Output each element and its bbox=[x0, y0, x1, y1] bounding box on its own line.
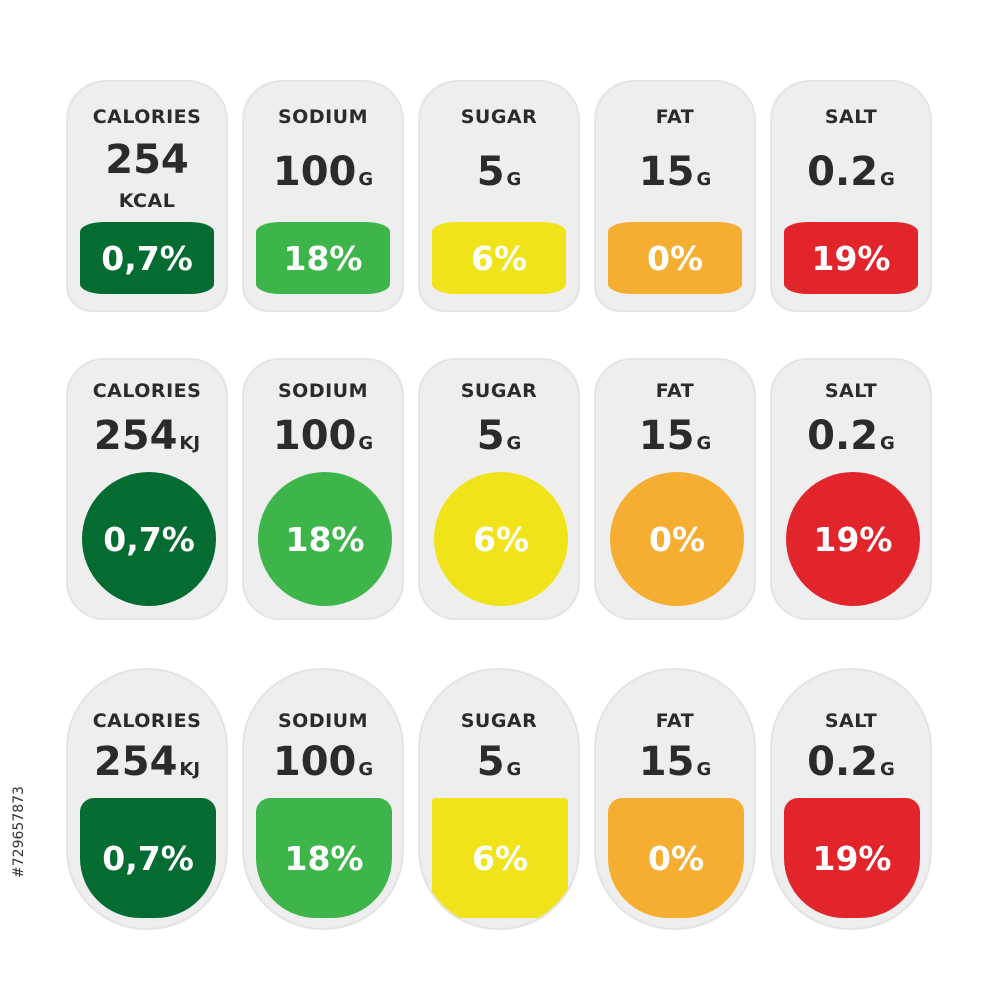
percent-badge: 19% bbox=[784, 222, 918, 294]
fat-card: FAT 15 G 0% bbox=[594, 668, 756, 930]
percent-badge: 0,7% bbox=[82, 472, 216, 606]
nutrient-unit: G bbox=[880, 169, 895, 190]
nutrient-value: 15 G bbox=[638, 413, 712, 459]
nutrient-value: 100 G bbox=[272, 739, 374, 785]
nutrient-label: FAT bbox=[655, 380, 695, 402]
percent-badge: 6% bbox=[432, 798, 568, 918]
percent-badge: 19% bbox=[786, 472, 920, 606]
nutrient-unit: G bbox=[880, 759, 895, 780]
nutrient-unit: G bbox=[506, 169, 522, 190]
percent-badge: 19% bbox=[784, 798, 920, 918]
nutrient-label: CALORIES bbox=[92, 106, 202, 128]
nutrient-value: 254 KJ bbox=[93, 413, 201, 459]
percent-value: 19% bbox=[812, 838, 892, 878]
nutrient-value: 100 G bbox=[272, 149, 374, 195]
nutrient-unit: G bbox=[696, 433, 712, 454]
nutrient-label: SODIUM bbox=[277, 380, 368, 402]
percent-badge: 6% bbox=[434, 472, 568, 606]
fat-card: FAT 15 G 0% bbox=[594, 358, 756, 620]
nutrient-value: 0.2 G bbox=[807, 149, 895, 195]
sodium-card: SODIUM 100 G 18% bbox=[242, 358, 404, 620]
nutrient-label: SALT bbox=[824, 710, 878, 732]
calories-card: CALORIES 254 KJ 0,7% bbox=[66, 358, 228, 620]
nutrient-value: 0.2 G bbox=[807, 413, 895, 459]
salt-card: SALT 0.2 G 19% bbox=[770, 668, 932, 930]
nutrient-value: 100 G bbox=[272, 413, 374, 459]
nutrient-unit: G bbox=[358, 169, 374, 190]
nutrient-unit: G bbox=[358, 433, 374, 454]
nutrient-value: 254 bbox=[105, 137, 189, 183]
percent-value: 18% bbox=[284, 838, 364, 878]
percent-value: 0% bbox=[646, 238, 704, 278]
nutrient-label: SUGAR bbox=[460, 710, 538, 732]
calories-card: CALORIES 254 KCAL 0,7% bbox=[66, 80, 228, 312]
percent-value: 19% bbox=[813, 519, 893, 559]
nutrient-unit: G bbox=[880, 433, 895, 454]
percent-value: 0,7% bbox=[101, 238, 193, 278]
nutrient-unit: KJ bbox=[179, 433, 201, 454]
sodium-card: SODIUM 100 G 18% bbox=[242, 80, 404, 312]
percent-value: 0% bbox=[648, 519, 706, 559]
percent-badge: 6% bbox=[432, 222, 566, 294]
nutrient-unit: KJ bbox=[179, 759, 201, 780]
nutrient-value: 15 G bbox=[638, 149, 712, 195]
nutrient-value: 0.2 G bbox=[807, 739, 895, 785]
nutrient-unit: G bbox=[506, 433, 522, 454]
stock-id-text: #729657873 bbox=[11, 786, 27, 878]
salt-card: SALT 0.2 G 19% bbox=[770, 80, 932, 312]
nutrient-label: SALT bbox=[824, 380, 878, 402]
nutrient-label: SODIUM bbox=[277, 106, 368, 128]
percent-value: 6% bbox=[470, 238, 528, 278]
percent-badge: 0% bbox=[610, 472, 744, 606]
nutrient-unit: G bbox=[696, 169, 712, 190]
percent-value: 6% bbox=[471, 838, 529, 878]
nutrient-unit: G bbox=[358, 759, 374, 780]
nutrient-label: CALORIES bbox=[92, 710, 202, 732]
percent-value: 6% bbox=[472, 519, 530, 559]
nutrient-label: FAT bbox=[655, 106, 695, 128]
percent-badge: 18% bbox=[256, 222, 390, 294]
nutrient-value: 15 G bbox=[638, 739, 712, 785]
nutrient-value: 254 KJ bbox=[93, 739, 201, 785]
nutrient-label: FAT bbox=[655, 710, 695, 732]
percent-badge: 18% bbox=[256, 798, 392, 918]
percent-badge: 0% bbox=[608, 222, 742, 294]
calories-card: CALORIES 254 KJ 0,7% bbox=[66, 668, 228, 930]
percent-value: 0,7% bbox=[102, 838, 194, 878]
nutrient-label: SALT bbox=[824, 106, 878, 128]
percent-value: 0% bbox=[647, 838, 705, 878]
percent-badge: 0% bbox=[608, 798, 744, 918]
nutrient-unit: G bbox=[506, 759, 522, 780]
nutrient-unit: KCAL bbox=[118, 190, 176, 212]
percent-badge: 18% bbox=[258, 472, 392, 606]
nutrient-label: SUGAR bbox=[460, 380, 538, 402]
percent-value: 18% bbox=[285, 519, 365, 559]
percent-badge: 0,7% bbox=[80, 798, 216, 918]
percent-value: 18% bbox=[283, 238, 363, 278]
nutrient-label: CALORIES bbox=[92, 380, 202, 402]
nutrient-label: SUGAR bbox=[460, 106, 538, 128]
percent-badge: 0,7% bbox=[80, 222, 214, 294]
sodium-card: SODIUM 100 G 18% bbox=[242, 668, 404, 930]
nutrient-unit: G bbox=[696, 759, 712, 780]
percent-value: 19% bbox=[811, 238, 891, 278]
percent-value: 0,7% bbox=[103, 519, 195, 559]
fat-card: FAT 15 G 0% bbox=[594, 80, 756, 312]
salt-card: SALT 0.2 G 19% bbox=[770, 358, 932, 620]
nutrient-label: SODIUM bbox=[277, 710, 368, 732]
